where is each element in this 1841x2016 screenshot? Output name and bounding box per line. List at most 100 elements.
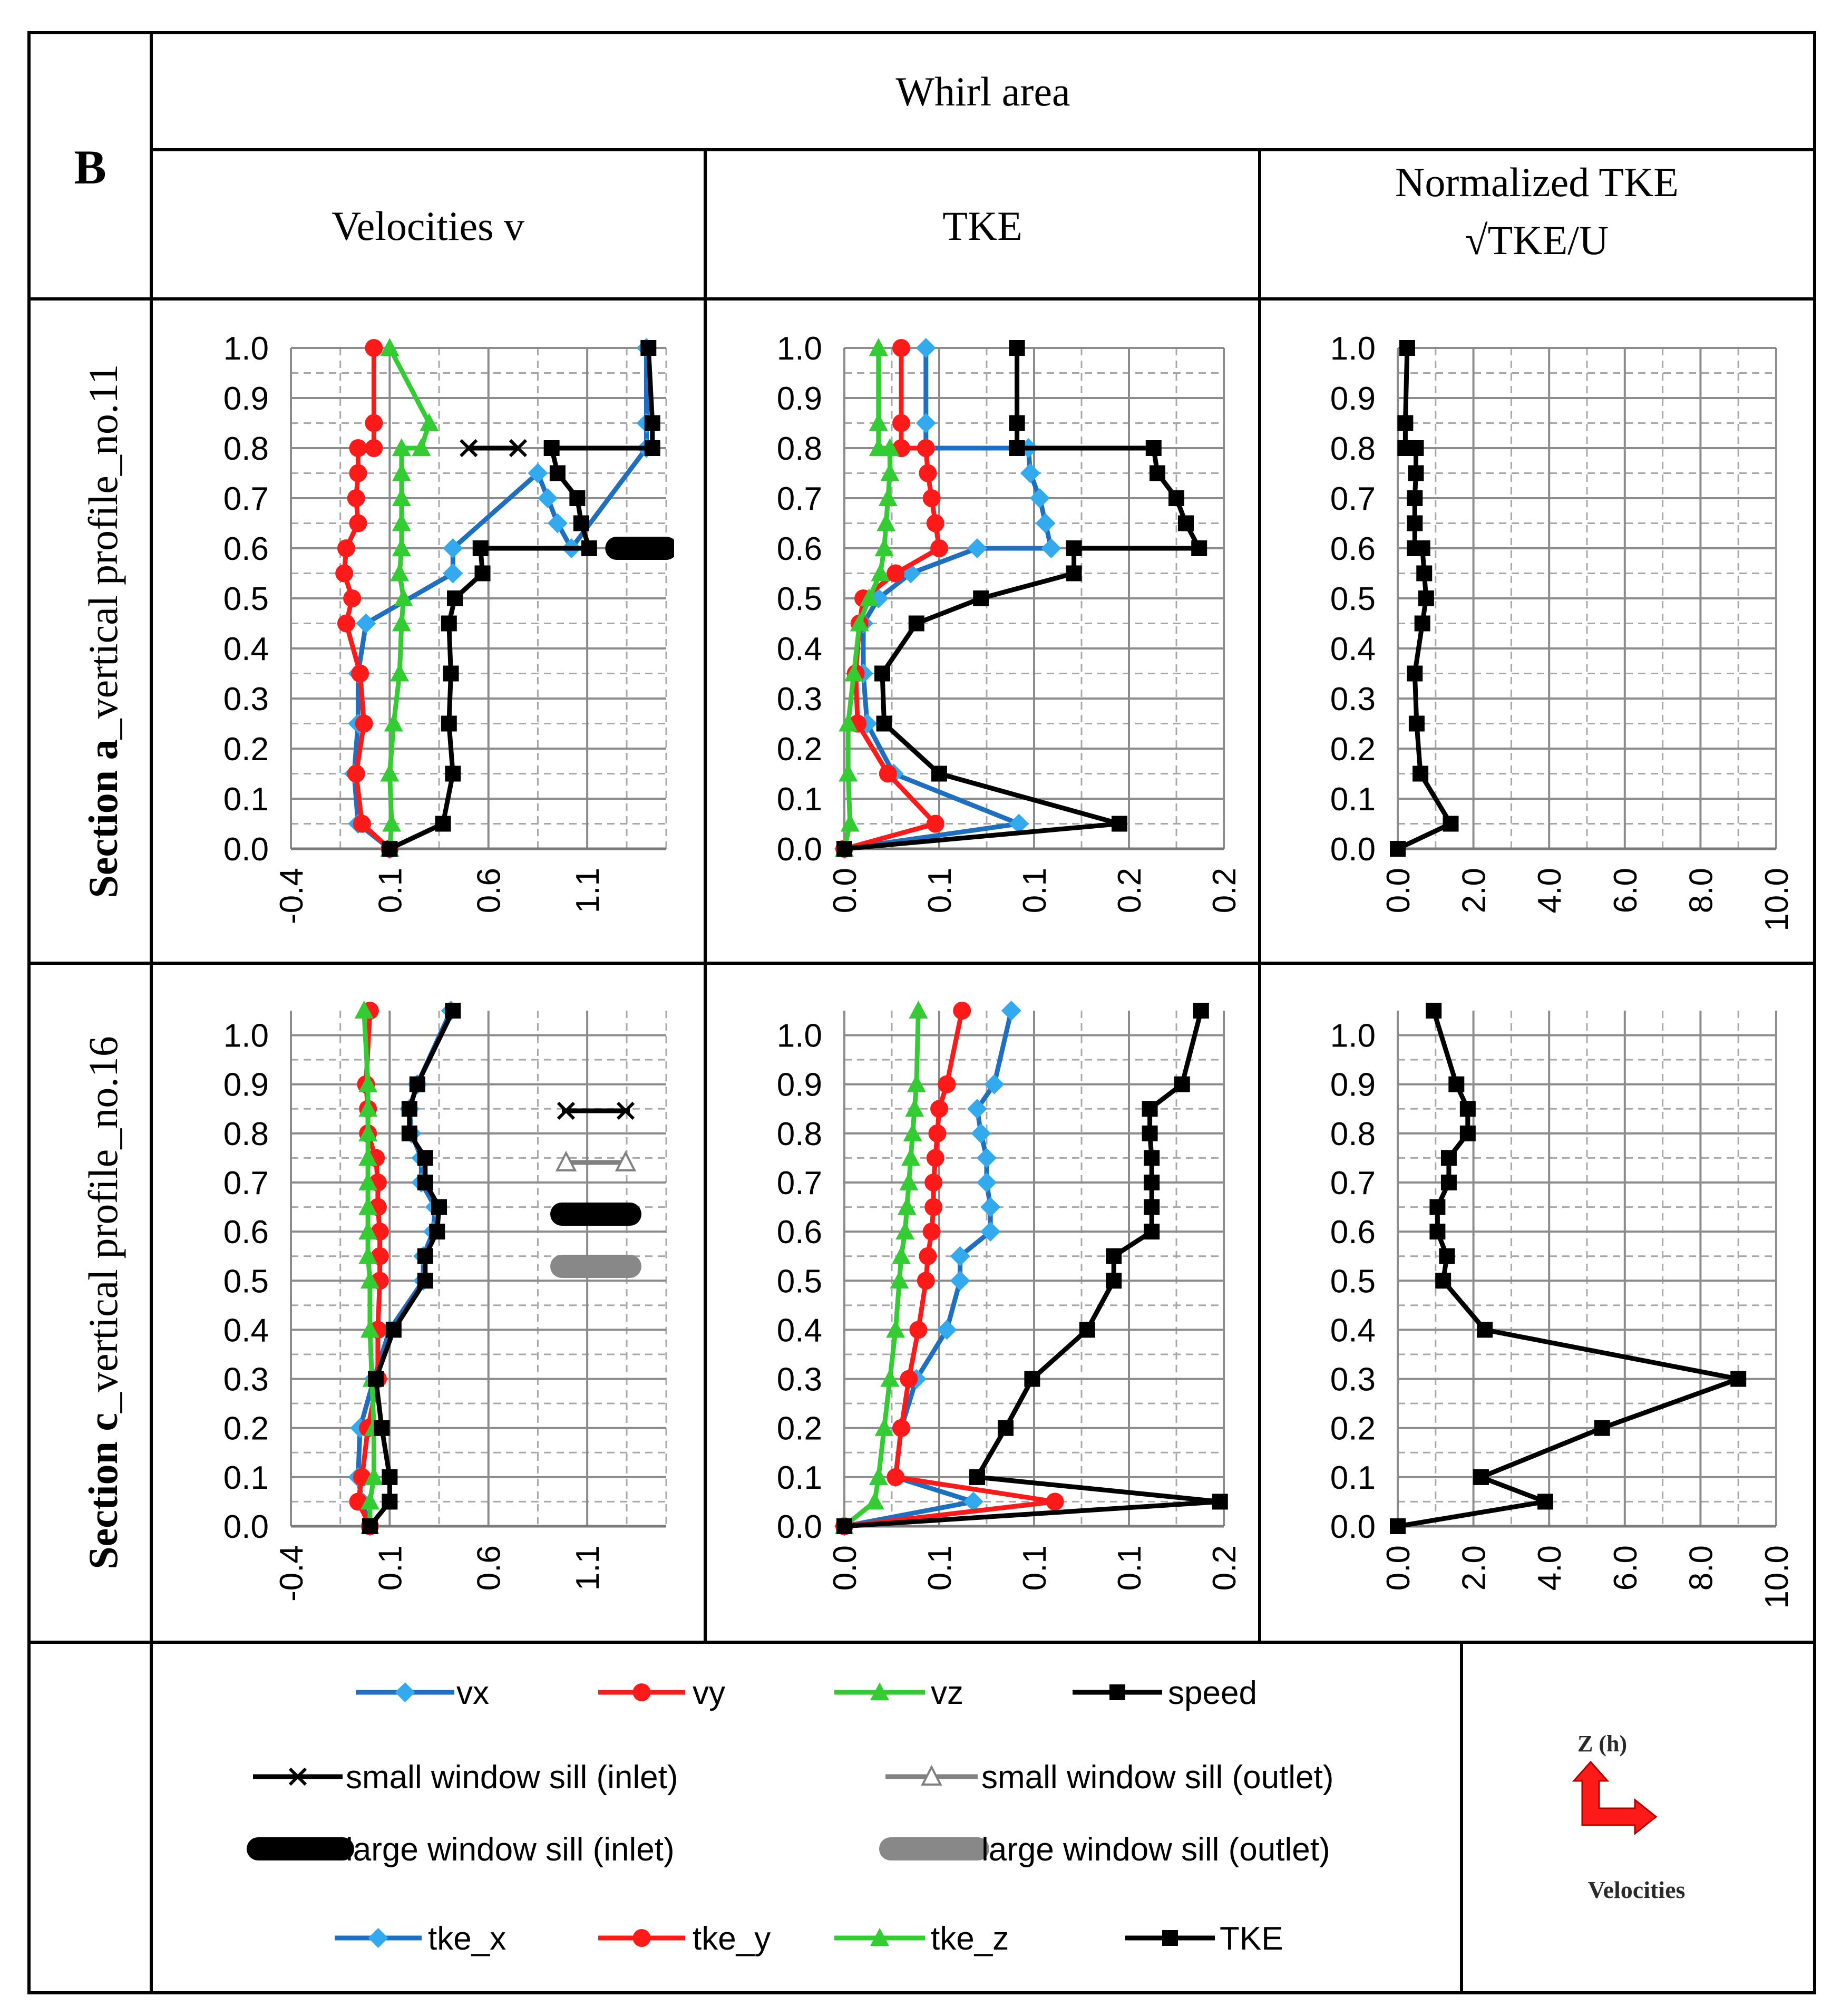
marker-vz <box>392 513 411 531</box>
marker-tke_z <box>901 1148 920 1166</box>
marker-tke <box>1009 440 1025 456</box>
marker-tke_x <box>950 1246 970 1266</box>
series-line-tke_y <box>843 348 942 851</box>
marker-tke_y <box>887 564 905 583</box>
y-tick-label: 0.0 <box>1330 1509 1376 1545</box>
y-tick-label: 0.1 <box>1330 781 1376 818</box>
y-tick-label: 0.5 <box>777 1263 822 1300</box>
marker-tke <box>836 841 852 857</box>
series-layer <box>348 1001 461 1536</box>
series-layer <box>335 338 674 859</box>
marker-tke_z <box>874 538 894 556</box>
marker-tke_z <box>880 463 900 481</box>
marker-tke_y <box>928 1124 947 1142</box>
marker-tke_y <box>1046 1492 1064 1511</box>
marker-tke <box>969 1469 985 1485</box>
x-tick-label: 0.2 <box>1206 1545 1243 1591</box>
marker-vz <box>380 763 400 782</box>
marker-tke <box>1414 615 1430 632</box>
marker-tke_z <box>886 1320 905 1338</box>
y-tick-label: 1.0 <box>777 1018 822 1054</box>
marker-vy <box>353 815 371 833</box>
y-tick-label: 0.5 <box>223 581 269 617</box>
y-tick-label: 0.9 <box>223 1067 269 1103</box>
marker-tke_x <box>1020 463 1040 483</box>
x-tick-label: 0.1 <box>372 868 408 913</box>
legend-label-tke_x: tke_x <box>428 1921 506 1957</box>
marker-tke_z <box>890 1271 909 1289</box>
row-label-section-a-bold: Section a <box>80 739 126 898</box>
marker-tke_z <box>869 413 888 431</box>
marker-vz <box>384 713 403 732</box>
y-tick-label: 0.3 <box>1330 681 1376 718</box>
marker-tke_x <box>915 413 936 433</box>
marker-tke <box>1174 1076 1190 1092</box>
marker-speed <box>401 1125 417 1141</box>
series-layer <box>834 1001 1228 1536</box>
marker-tke <box>1150 465 1165 481</box>
panel-swatch-marker-small_out <box>615 1150 637 1171</box>
marker-tke_z <box>907 1074 926 1092</box>
legend-label-speed: speed <box>1168 1675 1257 1711</box>
series-line-tke_y <box>844 1010 1058 1529</box>
marker-tke <box>874 665 890 682</box>
x-tick-label: 0.0 <box>1380 1545 1417 1591</box>
marker-speed <box>382 841 398 857</box>
column-title-velocities: Velocities v <box>332 203 524 249</box>
marker-vx <box>443 538 463 558</box>
marker-tke_y <box>922 489 941 507</box>
marker-tke <box>1142 1125 1158 1141</box>
marker-tke_z <box>859 588 879 606</box>
marker-vy <box>365 339 383 357</box>
legend-marker-vx <box>395 1682 415 1702</box>
marker-vz <box>358 1123 378 1141</box>
row-label-section-a: Section a_vertical profile_no.11 <box>80 364 126 898</box>
y-tick-label: 0.5 <box>1330 581 1376 617</box>
marker-tke_z <box>840 813 860 832</box>
marker-speed <box>573 515 589 531</box>
table-grid <box>27 31 1816 1994</box>
marker-tke_y <box>930 539 948 557</box>
series-line-speed <box>368 1010 455 1528</box>
x-tick-label: 8.0 <box>1683 868 1719 913</box>
marker-vy <box>347 764 365 783</box>
marker-tke_x <box>950 1271 970 1291</box>
marker-tke_z <box>892 1246 911 1264</box>
marker-tke_y <box>917 439 935 457</box>
marker-vy <box>349 439 367 457</box>
legend-marker-small_out <box>921 1765 942 1786</box>
x-tick-label: 2.0 <box>1456 1545 1493 1591</box>
y-tick-label: 0.0 <box>223 831 269 868</box>
marker-tke <box>1066 565 1082 581</box>
marker-vz <box>390 563 410 581</box>
marker-small_in <box>460 439 478 458</box>
chart-section-c-velocities: 0.0 0.1 0.2 0.3 0.4 0.5 0.6 0.7 0.8 0.9 1.0 -0.4 0.1… <box>223 1001 667 1602</box>
marker-tke_z <box>869 438 888 456</box>
marker-tke <box>1594 1420 1610 1436</box>
marker-tke_x <box>1009 813 1029 834</box>
marker-speed <box>385 1322 402 1338</box>
x-tick-label: 6.0 <box>1608 1545 1644 1591</box>
marker-vz <box>358 1148 378 1166</box>
legend: vx vy vz speed small window sill (inlet) smal… <box>247 1675 1333 1957</box>
y-tick-label: 0.2 <box>777 1411 822 1447</box>
column-title-tke: TKE <box>942 203 1022 249</box>
marker-tke <box>1144 1175 1160 1190</box>
y-tick-label: 0.9 <box>223 381 269 417</box>
marker-tke_x <box>915 338 936 358</box>
y-tick-label: 0.2 <box>223 1411 269 1447</box>
panel-swatch-marker-small_in <box>557 1101 576 1120</box>
marker-tke <box>1429 1199 1446 1215</box>
y-tick-label: 0.2 <box>777 731 822 768</box>
marker-tke_z <box>839 713 858 732</box>
axes-orientation-widget: Z (h) Velocities <box>1572 1731 1685 1903</box>
chart-section-a-tke: 0.0 0.1 0.2 0.3 0.4 0.5 0.6 0.7 0.8 0.9 1.0 0.0 0.1 0… <box>777 331 1243 913</box>
x-tick-label: 2.0 <box>1456 868 1493 913</box>
marker-tke <box>1537 1494 1554 1510</box>
y-tick-label: 0.4 <box>1330 1312 1376 1349</box>
y-tick-label: 0.1 <box>777 781 822 818</box>
marker-tke <box>1399 340 1415 356</box>
x-tick-label: 0.1 <box>1017 1545 1053 1591</box>
marker-speed <box>417 1273 433 1289</box>
legend-label-tke: TKE <box>1220 1921 1283 1957</box>
